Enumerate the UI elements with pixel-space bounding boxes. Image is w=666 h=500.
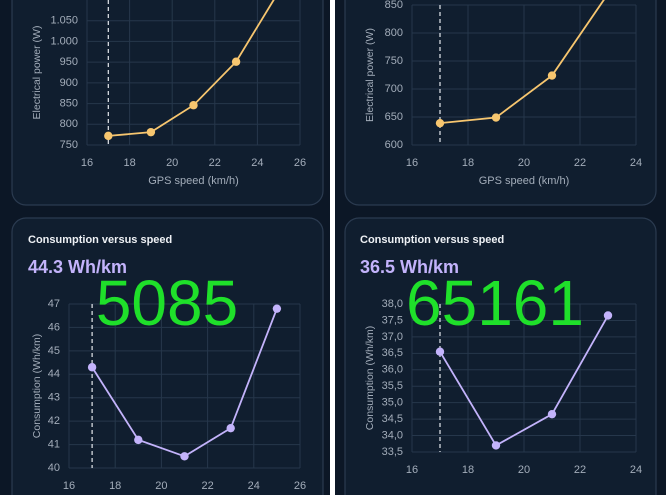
data-point	[547, 71, 557, 80]
x-tick-label: 24	[251, 157, 263, 169]
data-point	[189, 101, 198, 110]
plot	[104, 0, 275, 141]
x-tick-label: 18	[109, 480, 121, 492]
x-tick-label: 26	[294, 157, 306, 169]
y-tick-label: 37,5	[382, 314, 403, 326]
y-tick-label: 750	[60, 139, 78, 151]
y-tick-label: 800	[60, 118, 78, 130]
x-tick-label: 22	[201, 480, 213, 492]
data-point	[104, 131, 113, 141]
y-tick-label: 33,5	[382, 446, 403, 458]
data-point	[87, 363, 97, 372]
y-tick-label: 750	[385, 55, 403, 67]
y-tick-label: 47	[48, 298, 60, 310]
card	[344, 217, 657, 500]
y-tick-label: 35,0	[382, 397, 403, 409]
y-tick-label: 950	[60, 56, 78, 68]
headline-value: 36.5 Wh/km	[360, 257, 459, 277]
x-tick-label: 22	[209, 157, 221, 169]
card	[11, 0, 324, 206]
y-axis-title: Electrical power (W)	[31, 26, 43, 120]
x-axis-title: GPS speed (km/h)	[148, 175, 238, 187]
y-tick-label: 44	[48, 368, 60, 380]
x-tick-label: 24	[248, 480, 260, 492]
x-tick-label: 20	[166, 157, 178, 169]
x-tick-label: 22	[574, 157, 586, 169]
y-axis-title: Consumption (Wh/km)	[364, 326, 376, 430]
data-point	[226, 423, 235, 433]
y-tick-label: 41	[48, 438, 60, 450]
y-tick-label: 700	[385, 83, 403, 95]
y-tick-label: 43	[48, 392, 60, 404]
plot	[87, 304, 282, 461]
card	[344, 0, 657, 206]
y-axis-title: Electrical power (W)	[364, 28, 376, 122]
x-tick-label: 16	[406, 464, 418, 476]
y-tick-label: 42	[48, 415, 60, 427]
x-tick-label: 18	[123, 157, 135, 169]
x-tick-label: 20	[518, 157, 530, 169]
data-point	[180, 452, 189, 461]
series-line	[439, 0, 605, 125]
data-point	[435, 118, 445, 128]
data-point	[547, 409, 557, 419]
x-tick-label: 16	[63, 480, 75, 492]
y-tick-label: 36,5	[382, 347, 403, 359]
y-tick-label: 600	[385, 139, 403, 151]
x-tick-label: 22	[574, 464, 586, 476]
data-point	[146, 127, 156, 137]
y-tick-label: 34,0	[382, 429, 403, 441]
y-tick-label: 38,0	[382, 298, 403, 310]
y-tick-label: 36,0	[382, 364, 403, 376]
x-tick-label: 16	[81, 157, 93, 169]
series-line	[439, 315, 609, 447]
y-tick-label: 850	[385, 0, 403, 11]
y-tick-label: 900	[60, 77, 78, 89]
data-point	[491, 113, 501, 122]
plot	[435, 311, 613, 450]
divider	[0, 495, 666, 500]
y-tick-label: 1.000	[50, 35, 78, 47]
y-tick-label: 34,5	[382, 413, 403, 425]
card	[11, 217, 324, 500]
data-point	[134, 435, 143, 445]
x-tick-label: 20	[155, 480, 167, 492]
headline-value: 44.3 Wh/km	[28, 257, 127, 277]
overlay-number: 5085	[96, 267, 238, 339]
data-point	[231, 57, 241, 66]
data-point	[603, 311, 613, 320]
data-point	[491, 441, 501, 450]
y-tick-label: 1.050	[50, 15, 78, 27]
x-tick-label: 24	[630, 157, 642, 169]
y-tick-label: 45	[48, 345, 60, 357]
y-tick-label: 850	[60, 97, 78, 109]
card-title: Consumption versus speed	[28, 234, 172, 246]
x-axis-title: GPS speed (km/h)	[479, 175, 569, 187]
x-tick-label: 18	[462, 157, 474, 169]
x-tick-label: 16	[406, 157, 418, 169]
y-tick-label: 800	[385, 27, 403, 39]
data-point	[272, 304, 282, 313]
x-tick-label: 24	[630, 464, 642, 476]
data-point	[435, 347, 445, 356]
plot	[435, 0, 605, 128]
divider	[330, 0, 335, 500]
y-axis-title: Consumption (Wh/km)	[31, 334, 43, 438]
overlay-number: 65161	[406, 267, 584, 339]
y-tick-label: 35,5	[382, 380, 403, 392]
y-tick-label: 46	[48, 321, 60, 333]
card-title: Consumption versus speed	[360, 234, 504, 246]
y-tick-label: 40	[48, 462, 60, 474]
y-tick-label: 650	[385, 111, 403, 123]
y-tick-label: 37,0	[382, 331, 403, 343]
x-tick-label: 26	[294, 480, 306, 492]
x-tick-label: 18	[462, 464, 474, 476]
x-tick-label: 20	[518, 464, 530, 476]
